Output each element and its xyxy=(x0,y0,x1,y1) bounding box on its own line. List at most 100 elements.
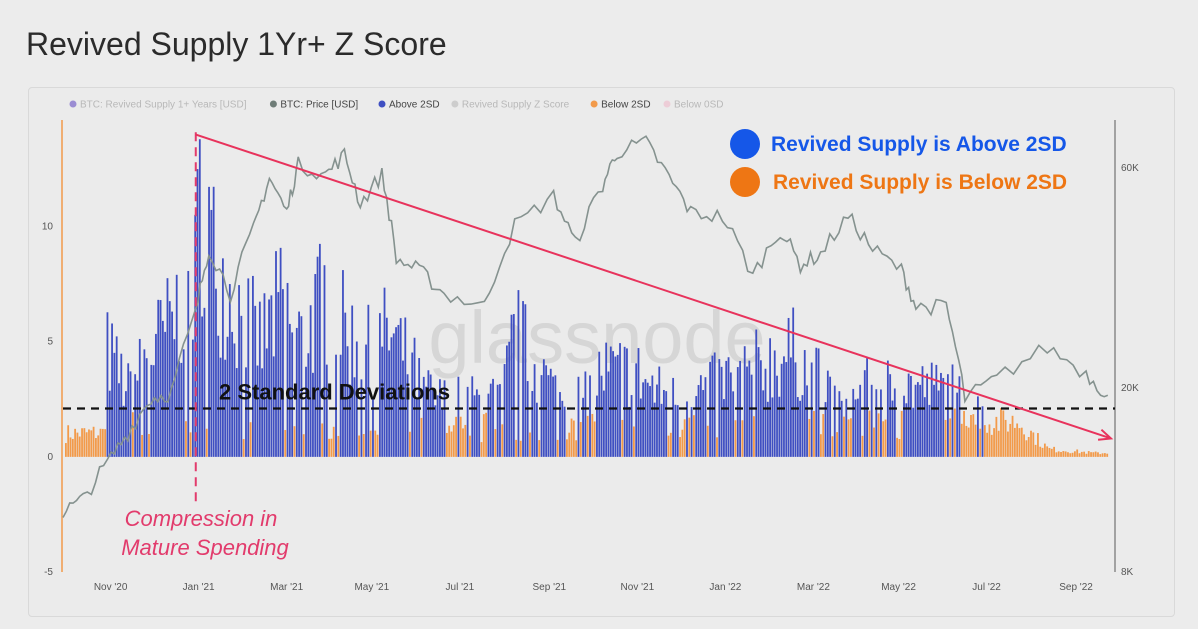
bar-below-2sd xyxy=(688,417,691,457)
bar-above-2sd xyxy=(903,395,905,457)
bar-above-2sd xyxy=(471,376,474,457)
bar-above-2sd xyxy=(425,386,427,457)
bar-above-2sd xyxy=(372,397,374,457)
bar-below-2sd xyxy=(681,429,684,457)
bar-above-2sd xyxy=(365,344,367,457)
bar-above-2sd xyxy=(224,359,227,457)
bar-below-2sd xyxy=(1083,451,1086,457)
bar-below-2sd xyxy=(205,428,208,457)
bar-above-2sd xyxy=(277,292,280,457)
bar-below-2sd xyxy=(900,410,903,457)
legend-marker xyxy=(269,100,277,108)
bar-below-2sd xyxy=(572,420,575,457)
bar-above-2sd xyxy=(134,374,137,457)
bar-below-2sd xyxy=(101,428,104,457)
legend-item-1[interactable]: BTC: Price [USD] xyxy=(269,100,359,111)
bar-above-2sd xyxy=(785,362,788,457)
bar-above-2sd xyxy=(198,139,201,457)
bar-above-2sd xyxy=(307,353,310,457)
bar-below-2sd xyxy=(1020,427,1023,457)
x-tick: Jan '22 xyxy=(709,582,741,593)
bar-above-2sd xyxy=(907,373,910,457)
bar-below-2sd xyxy=(92,426,95,457)
legend-label: BTC: Revived Supply 1+ Years [USD] xyxy=(80,100,247,111)
bar-above-2sd xyxy=(510,314,513,457)
bar-below-2sd xyxy=(328,438,331,457)
bar-below-2sd xyxy=(330,438,333,457)
bar-above-2sd xyxy=(540,375,543,457)
bar-above-2sd xyxy=(268,299,270,457)
bar-above-2sd xyxy=(783,356,785,457)
legend-item-5[interactable]: Below 0SD xyxy=(663,100,724,111)
bar-below-2sd xyxy=(566,439,568,457)
bar-above-2sd xyxy=(937,390,940,457)
y-right-tick: 8K xyxy=(1121,567,1134,578)
bar-below-2sd xyxy=(83,428,86,457)
bar-above-2sd xyxy=(660,403,663,457)
bar-above-2sd xyxy=(388,350,391,457)
bar-below-2sd xyxy=(1060,451,1062,457)
bar-above-2sd xyxy=(794,362,797,457)
bar-below-2sd xyxy=(949,418,952,457)
bar-above-2sd xyxy=(219,357,222,457)
bar-below-2sd xyxy=(850,418,852,457)
bar-above-2sd xyxy=(651,375,654,457)
bar-above-2sd xyxy=(258,301,261,457)
bar-below-2sd xyxy=(972,414,975,457)
bar-above-2sd xyxy=(951,364,954,457)
bar-below-2sd xyxy=(95,438,97,457)
bar-below-2sd xyxy=(556,439,559,457)
legend-item-2[interactable]: Above 2SD xyxy=(378,100,440,111)
bar-above-2sd xyxy=(623,346,626,457)
bar-below-2sd xyxy=(448,425,451,457)
x-tick: Jan '21 xyxy=(183,582,215,593)
bar-below-2sd xyxy=(1039,446,1042,457)
bar-above-2sd xyxy=(413,337,416,457)
bar-below-2sd xyxy=(808,418,811,457)
bar-below-2sd xyxy=(131,412,134,457)
callout-above-dot xyxy=(730,129,760,159)
bar-above-2sd xyxy=(854,399,857,457)
page-title: Revived Supply 1Yr+ Z Score xyxy=(26,26,447,62)
bar-above-2sd xyxy=(852,388,855,457)
bar-below-2sd xyxy=(965,425,968,457)
trend-arrow xyxy=(195,133,1114,441)
legend-item-4[interactable]: Below 2SD xyxy=(590,100,651,111)
legend-item-0[interactable]: BTC: Revived Supply 1+ Years [USD] xyxy=(69,100,247,111)
bar-above-2sd xyxy=(859,384,862,457)
bar-below-2sd xyxy=(74,428,77,457)
bar-above-2sd xyxy=(265,348,268,457)
bar-above-2sd xyxy=(958,376,961,457)
bar-below-2sd xyxy=(1007,431,1009,457)
bar-below-2sd xyxy=(586,415,589,457)
bar-above-2sd xyxy=(168,301,171,457)
bar-above-2sd xyxy=(286,282,289,457)
bar-below-2sd xyxy=(988,424,991,457)
bar-below-2sd xyxy=(822,414,825,457)
bar-below-2sd xyxy=(1055,452,1058,457)
x-tick: Sep '22 xyxy=(1059,582,1093,593)
chart-legend[interactable]: BTC: Revived Supply 1+ Years [USD] BTC: P… xyxy=(69,100,724,111)
legend-item-3[interactable]: Revived Supply Z Score xyxy=(451,100,570,111)
bar-above-2sd xyxy=(946,374,949,457)
bar-above-2sd xyxy=(221,258,224,457)
bar-below-2sd xyxy=(515,439,518,457)
bar-above-2sd xyxy=(111,323,113,457)
bar-above-2sd xyxy=(201,316,204,457)
bar-below-2sd xyxy=(868,410,871,457)
bar-above-2sd xyxy=(436,395,439,457)
bar-above-2sd xyxy=(547,375,550,457)
bar-below-2sd xyxy=(1025,440,1028,457)
bar-above-2sd xyxy=(769,338,772,457)
y-right-tick: 20K xyxy=(1121,383,1139,394)
y-left-tick: 5 xyxy=(47,337,53,348)
bar-below-2sd xyxy=(482,414,485,457)
legend-label: Revived Supply Z Score xyxy=(462,100,570,111)
bar-above-2sd xyxy=(489,383,492,457)
y-right-tick: 60K xyxy=(1121,163,1139,174)
bar-above-2sd xyxy=(166,278,169,457)
bar-below-2sd xyxy=(1048,447,1051,457)
bar-above-2sd xyxy=(432,388,434,457)
bar-below-2sd xyxy=(1067,452,1069,457)
bar-below-2sd xyxy=(741,420,744,457)
